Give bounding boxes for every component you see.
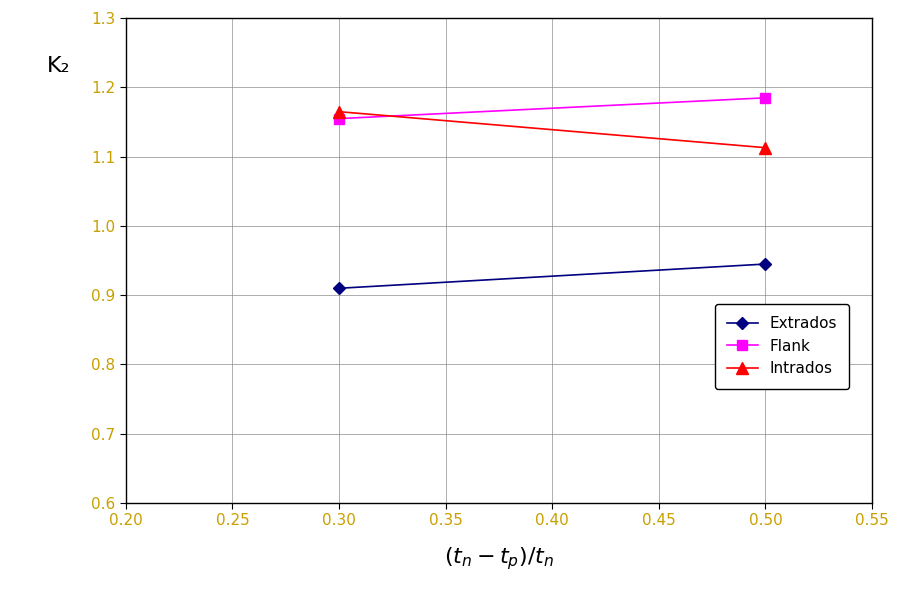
- Flank: [760, 94, 770, 101]
- Intrados: [760, 144, 770, 152]
- Legend: Extrados, Flank, Intrados: Extrados, Flank, Intrados: [715, 304, 850, 388]
- Line: Flank: Flank: [334, 93, 770, 124]
- Line: Extrados: Extrados: [335, 260, 770, 293]
- Intrados: [334, 108, 344, 115]
- Flank: [334, 115, 344, 122]
- Line: Intrados: Intrados: [334, 106, 771, 153]
- Extrados: [334, 285, 344, 292]
- Extrados: [760, 261, 770, 268]
- X-axis label: $(t_n-t_p)/t_n$: $(t_n-t_p)/t_n$: [444, 545, 554, 572]
- Y-axis label: K₂: K₂: [47, 56, 70, 76]
